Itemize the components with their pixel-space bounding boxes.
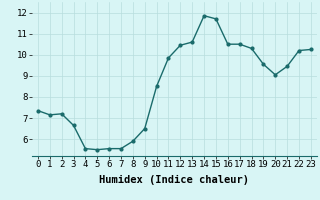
X-axis label: Humidex (Indice chaleur): Humidex (Indice chaleur) xyxy=(100,175,249,185)
